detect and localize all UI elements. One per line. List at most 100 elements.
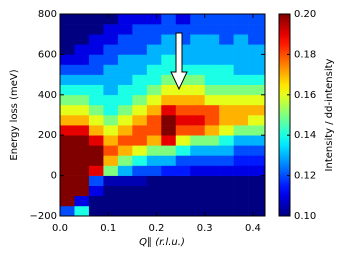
heatmap-cell	[74, 74, 90, 85]
heatmap-cell	[74, 54, 90, 65]
heatmap-cell	[204, 54, 220, 65]
heatmap-cell	[60, 175, 75, 186]
heatmap-cell	[146, 115, 162, 126]
heatmap-cell	[88, 104, 104, 116]
heatmap-cell	[132, 205, 148, 217]
heatmap-cell	[132, 14, 148, 25]
heatmap-cell	[233, 44, 249, 55]
heatmap-cell	[219, 54, 234, 65]
heatmap-cell	[132, 195, 148, 207]
heatmap-cell	[161, 84, 177, 96]
heatmap-cell	[161, 104, 177, 116]
heatmap-cell	[175, 175, 191, 186]
heatmap-cell	[88, 54, 104, 65]
heatmap-cell	[204, 44, 220, 55]
heatmap-cell	[161, 175, 177, 186]
heatmap-cell	[161, 155, 177, 166]
x-tick-label: 0.0	[52, 223, 68, 234]
heatmap-cell	[233, 185, 249, 197]
heatmap-cell	[146, 205, 162, 217]
heatmap-cell	[132, 165, 148, 176]
heatmap-cell	[60, 94, 75, 106]
heatmap-cell	[132, 115, 148, 126]
heatmap-cell	[103, 104, 119, 116]
heatmap-cell	[233, 135, 249, 146]
y-tick-label: 0	[51, 171, 57, 182]
heatmap-cell	[248, 64, 266, 75]
heatmap-cell	[88, 195, 104, 207]
heatmap-cell	[60, 54, 75, 65]
heatmap-cell	[219, 84, 234, 96]
heatmap-cell	[219, 165, 234, 176]
heatmap-cell	[190, 84, 206, 96]
heatmap-cell	[190, 34, 206, 45]
heatmap-cell	[219, 145, 234, 156]
heatmap-cell	[117, 175, 133, 186]
heatmap-cell	[117, 14, 133, 25]
heatmap-cell	[248, 44, 266, 55]
heatmap-cell	[88, 94, 104, 106]
heatmap-cell	[248, 185, 266, 197]
heatmap-cell	[204, 34, 220, 45]
heatmap-cell	[74, 84, 90, 96]
heatmap-cell	[175, 185, 191, 197]
x-tick-label: 0.2	[149, 223, 165, 234]
heatmap-cell	[219, 24, 234, 35]
heatmap-cell	[248, 165, 266, 176]
heatmap-cell	[161, 94, 177, 106]
heatmap-cell	[161, 135, 177, 146]
heatmap-cell	[219, 175, 234, 186]
heatmap-cell	[204, 125, 220, 136]
heatmap-cell	[204, 145, 220, 156]
heatmap-cell	[146, 34, 162, 45]
heatmap-cell	[219, 195, 234, 207]
heatmap-cell	[60, 64, 75, 75]
heatmap-cell	[190, 104, 206, 116]
heatmap-cell	[248, 115, 266, 126]
heatmap-cell	[146, 44, 162, 55]
heatmap-cell	[175, 24, 191, 35]
heatmap-cell	[146, 74, 162, 85]
heatmap-cell	[117, 135, 133, 146]
heatmap-cell	[248, 175, 266, 186]
heatmap-cell	[60, 104, 75, 116]
heatmap-cell	[219, 104, 234, 116]
heatmap-cell	[146, 145, 162, 156]
heatmap-cell	[175, 64, 191, 75]
heatmap-cell	[103, 74, 119, 85]
heatmap-cell	[117, 165, 133, 176]
heatmap-cell	[60, 84, 75, 96]
heatmap-cell	[117, 34, 133, 45]
heatmap-cell	[248, 54, 266, 65]
heatmap-cell	[117, 74, 133, 85]
heatmap-cell	[117, 185, 133, 197]
heatmap-cell	[132, 94, 148, 106]
heatmap-cell	[219, 125, 234, 136]
heatmap-cell	[60, 135, 75, 146]
heatmap-cell	[132, 175, 148, 186]
heatmap-cell	[88, 74, 104, 85]
heatmap-cell	[103, 155, 119, 166]
heatmap-cell	[233, 155, 249, 166]
heatmap-cell	[60, 74, 75, 85]
heatmap-cell	[103, 84, 119, 96]
heatmap-cell	[248, 135, 266, 146]
heatmap-cell	[175, 195, 191, 207]
heatmap-cell	[190, 165, 206, 176]
x-tick-label: 0.4	[245, 223, 261, 234]
heatmap-cell	[161, 145, 177, 156]
heatmap-cell	[233, 24, 249, 35]
y-tick-label: 800	[38, 9, 57, 20]
heatmap-cell	[146, 165, 162, 176]
heatmap-cell	[204, 175, 220, 186]
heatmap-cell	[103, 135, 119, 146]
heatmap-cell	[103, 44, 119, 55]
heatmap-cell	[132, 135, 148, 146]
heatmap-cell	[175, 14, 191, 25]
heatmap-cell	[103, 64, 119, 75]
heatmap-cell	[175, 34, 191, 45]
heatmap-cell	[233, 145, 249, 156]
heatmap-cell	[117, 125, 133, 136]
heatmap-cell	[233, 14, 249, 25]
heatmap-cell	[190, 64, 206, 75]
